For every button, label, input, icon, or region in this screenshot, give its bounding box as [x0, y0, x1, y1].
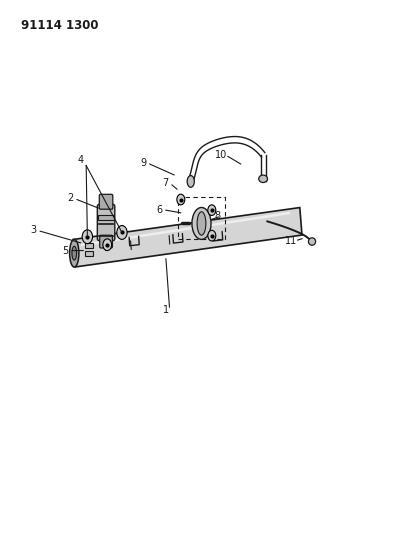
Ellipse shape — [187, 175, 194, 187]
Ellipse shape — [72, 246, 77, 260]
Bar — [85, 251, 93, 256]
Text: 7: 7 — [162, 178, 169, 188]
Circle shape — [177, 194, 185, 205]
Text: 4: 4 — [77, 155, 83, 165]
Polygon shape — [73, 207, 302, 267]
Text: 11: 11 — [285, 236, 297, 246]
Circle shape — [117, 225, 127, 239]
Bar — [98, 214, 114, 220]
Ellipse shape — [259, 175, 267, 182]
Circle shape — [208, 230, 216, 241]
Text: 3: 3 — [30, 225, 36, 236]
FancyBboxPatch shape — [99, 195, 113, 209]
FancyBboxPatch shape — [97, 205, 115, 240]
Text: 2: 2 — [67, 193, 73, 204]
Text: 5: 5 — [62, 246, 68, 255]
Text: 1: 1 — [163, 305, 169, 315]
Circle shape — [103, 239, 112, 251]
Text: 91114 1300: 91114 1300 — [21, 19, 98, 33]
Text: 10: 10 — [215, 150, 227, 160]
Text: 9: 9 — [140, 158, 146, 168]
Circle shape — [208, 205, 216, 215]
Ellipse shape — [192, 207, 211, 239]
Text: 8: 8 — [214, 211, 221, 221]
Ellipse shape — [69, 239, 79, 267]
Ellipse shape — [308, 238, 316, 245]
Text: 6: 6 — [156, 205, 162, 215]
Circle shape — [82, 230, 93, 244]
Ellipse shape — [197, 212, 206, 235]
FancyBboxPatch shape — [100, 235, 113, 248]
Bar — [85, 243, 93, 248]
